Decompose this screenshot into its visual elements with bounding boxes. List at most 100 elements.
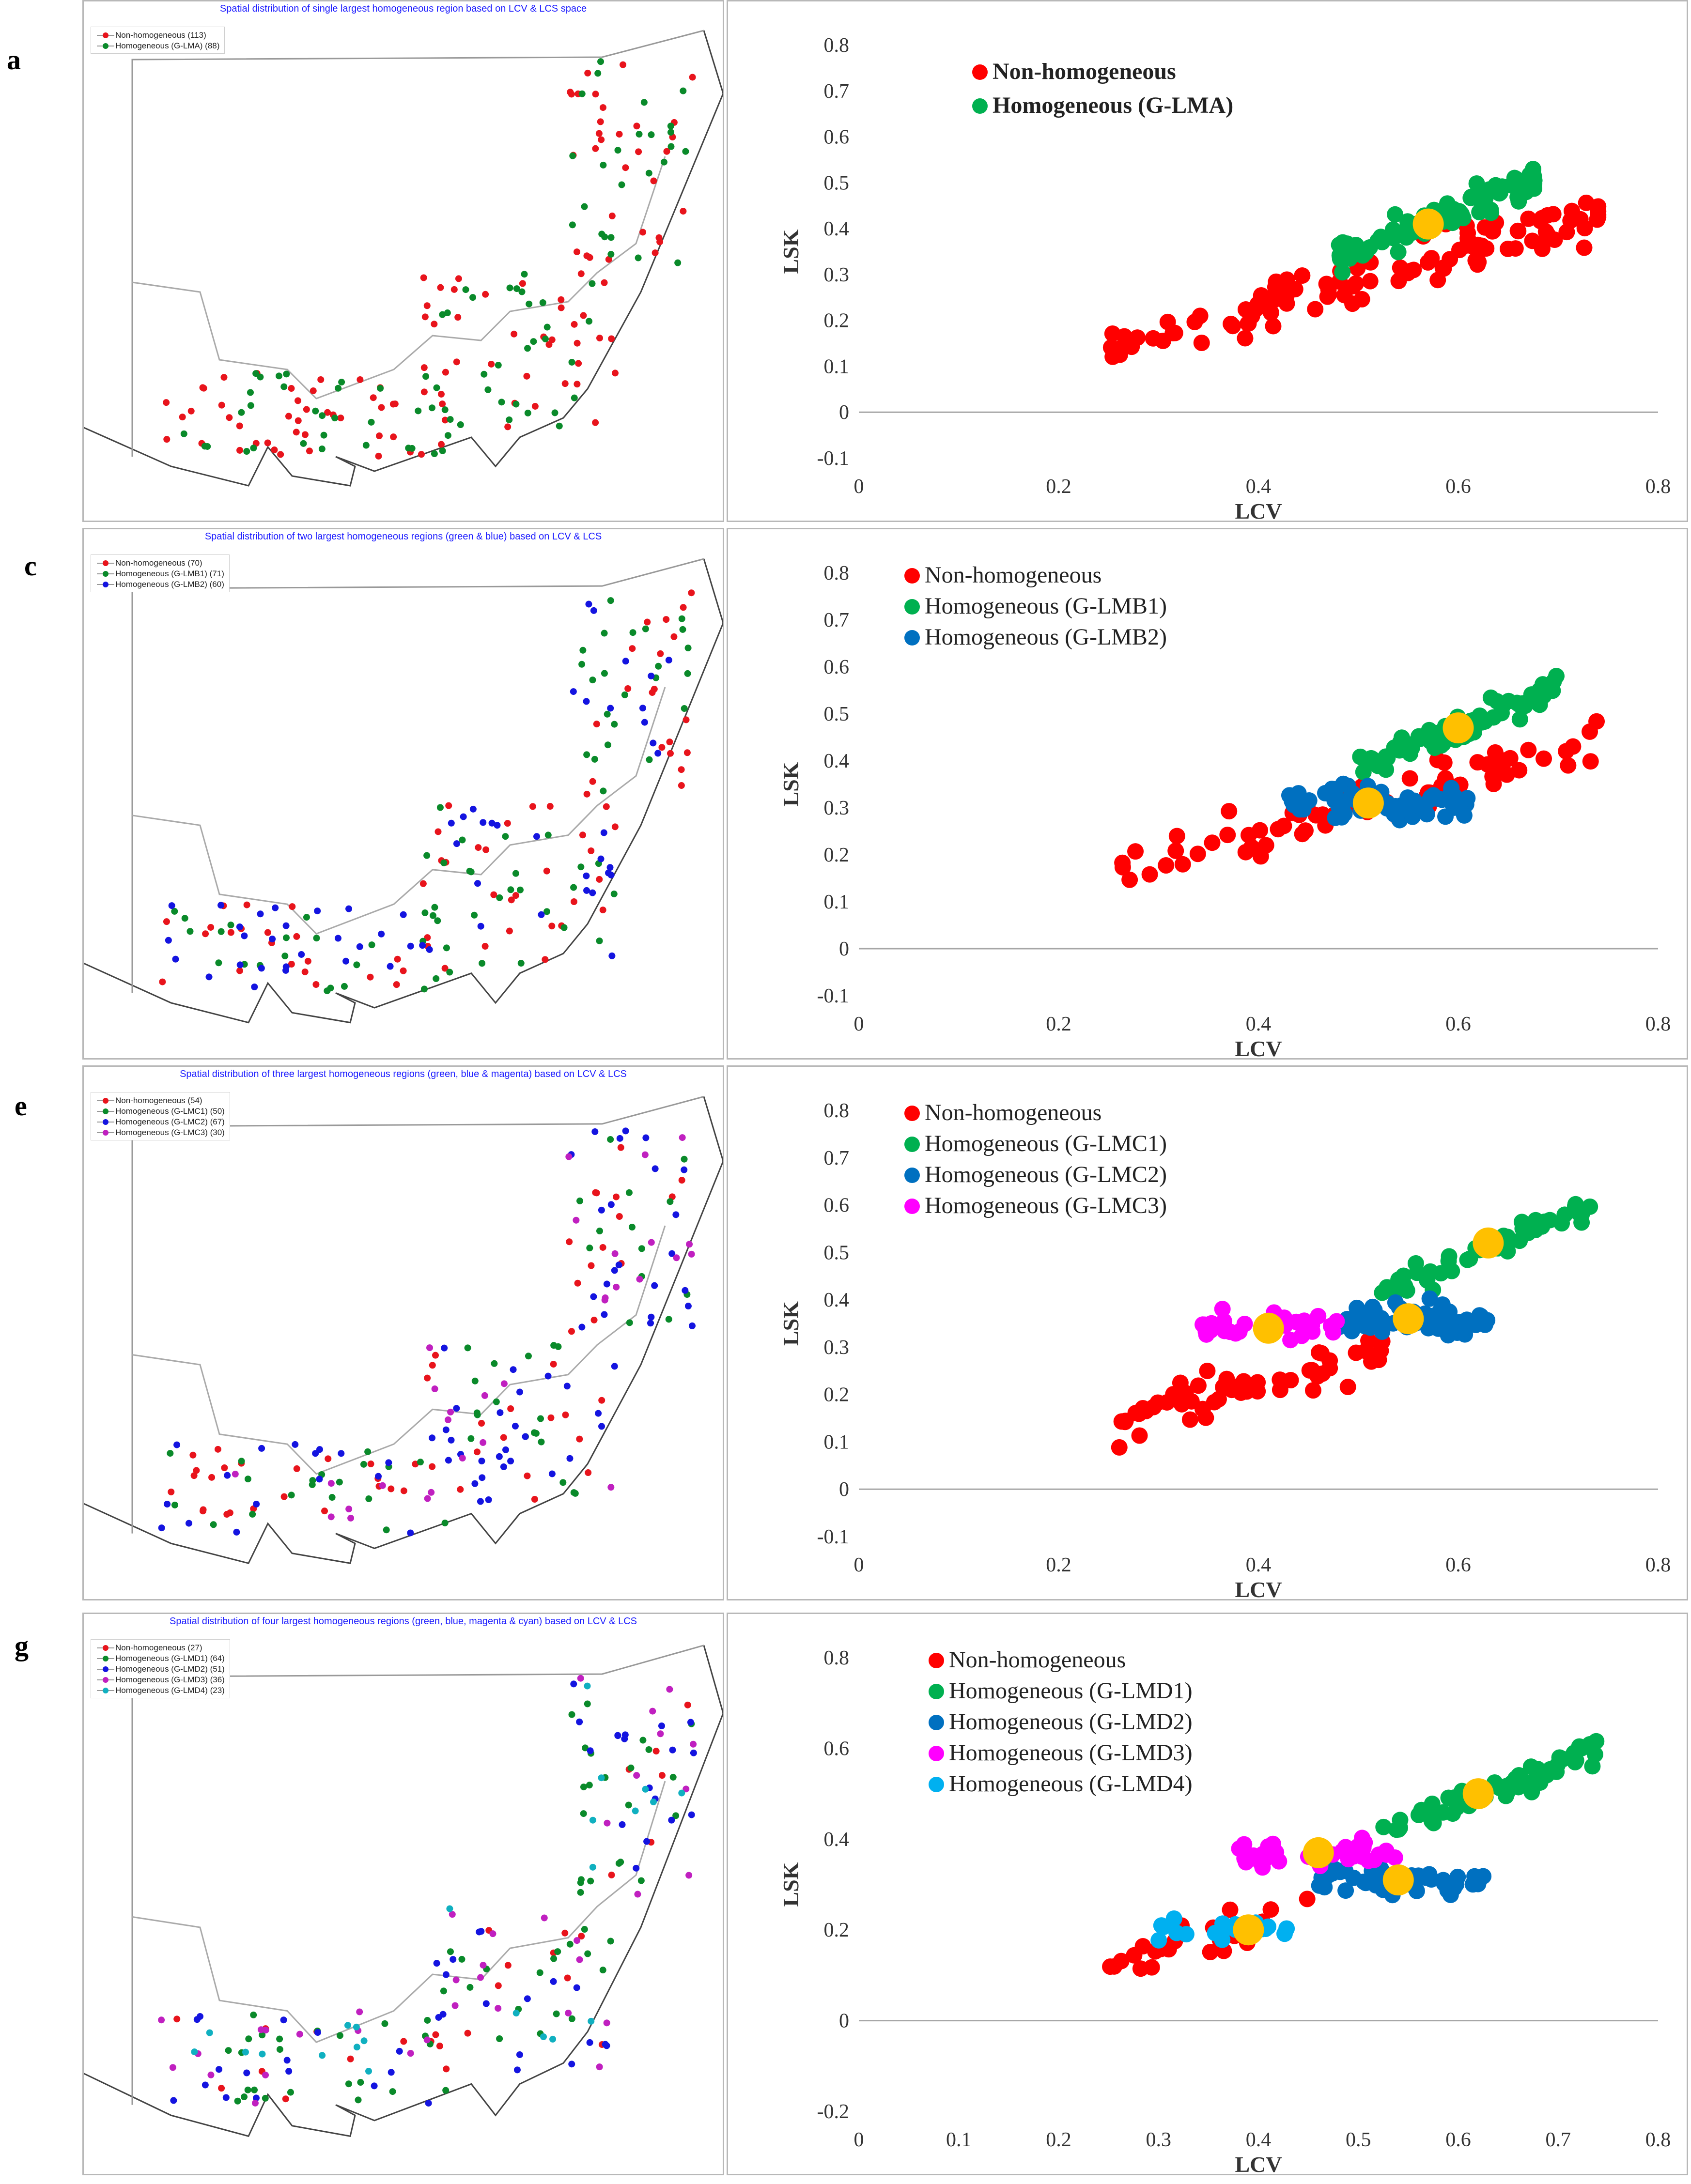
data-point (1345, 278, 1362, 295)
station-dot (202, 930, 209, 938)
data-point (1102, 339, 1119, 356)
station-dot (510, 1366, 517, 1373)
map-c (84, 558, 723, 1024)
x-axis-label: LCV (1235, 2152, 1282, 2174)
station-dot (325, 1455, 332, 1462)
state-boundary (84, 558, 723, 1024)
station-dot (391, 400, 399, 408)
data-point (1260, 1838, 1277, 1855)
station-dot (576, 1956, 583, 1963)
station-dot (635, 148, 642, 155)
station-dot (583, 887, 590, 894)
station-dot (590, 1316, 598, 1323)
station-dot (608, 212, 616, 219)
station-dot (450, 1956, 457, 1963)
station-dot (574, 381, 581, 388)
station-dot (504, 1962, 512, 1969)
station-dot (604, 710, 611, 718)
data-point (1384, 221, 1401, 238)
station-dot (688, 1250, 695, 1258)
station-dot (559, 1479, 567, 1486)
legend-label: Homogeneous (G-LMA) (88) (115, 41, 220, 50)
station-dot (488, 360, 495, 368)
station-dot (205, 973, 213, 981)
data-point (1278, 287, 1295, 304)
station-dot (491, 1360, 498, 1367)
map-legend: Non-homogeneous (54) Homogeneous (G-LMC1… (91, 1092, 230, 1140)
station-dot (674, 259, 682, 266)
station-dot (431, 321, 438, 328)
station-dot (344, 2022, 351, 2029)
station-dot (577, 1675, 584, 1682)
station-dot (185, 1520, 192, 1527)
station-dot (236, 923, 243, 930)
station-dot (327, 1513, 335, 1521)
station-dot (435, 2014, 442, 2021)
scatter-panel-b: 0.8 0.7 0.6 0.5 0.4 0.3 0.2 0.1 0 -0.1 0 0.2 0.4 0.6 0… (727, 0, 1688, 522)
legend-marker (96, 1106, 115, 1117)
data-point (1174, 856, 1191, 873)
station-dot (516, 1388, 524, 1396)
station-dot (417, 1459, 424, 1466)
station-dot (490, 891, 497, 898)
station-dot (251, 2086, 258, 2093)
station-dot (687, 1719, 694, 1726)
station-dot (590, 607, 597, 614)
data-point (1214, 1301, 1231, 1318)
data-point (1440, 1789, 1457, 1806)
data-point (1121, 871, 1138, 888)
station-dot (215, 959, 222, 967)
legend-label: Non-homogeneous (949, 1647, 1126, 1673)
station-dot (250, 2011, 257, 2018)
legend-label: Homogeneous (G-LMD3) (36) (115, 1675, 225, 1684)
y-tick-label: 0.3 (824, 264, 850, 286)
station-dot (568, 2061, 575, 2068)
station-dot (479, 960, 486, 967)
station-dot (558, 304, 565, 311)
station-dot (681, 705, 688, 712)
station-dot (288, 385, 295, 392)
y-tick-label: 0.1 (824, 1431, 850, 1453)
station-dot (238, 1458, 245, 1465)
station-dot (400, 2038, 407, 2045)
legend-label: Non-homogeneous (27) (115, 1643, 202, 1652)
station-dot (578, 1933, 585, 1940)
station-dot (574, 248, 581, 256)
station-dot (378, 930, 385, 938)
legend-label: Homogeneous (G-LMA) (993, 92, 1233, 118)
station-dot (603, 1280, 610, 1288)
station-dot (474, 1411, 481, 1418)
x-tick-label: 0.6 (1445, 1554, 1471, 1576)
station-dot (272, 904, 279, 911)
station-dot (540, 2033, 547, 2040)
data-point (1574, 1739, 1591, 1756)
station-dot (584, 69, 591, 77)
data-point (1375, 1818, 1392, 1835)
station-dot (459, 836, 466, 844)
station-dot (347, 2055, 354, 2062)
station-dot (613, 1193, 620, 1200)
station-dot (218, 401, 225, 409)
legend-label: Homogeneous (G-LMD4) (23) (115, 1686, 225, 1695)
station-dot (566, 1238, 573, 1246)
station-dot (607, 1938, 614, 1945)
data-point (1423, 1813, 1440, 1830)
station-dot (660, 158, 667, 166)
station-dot (570, 1680, 577, 1688)
legend-marker (96, 558, 115, 569)
station-dot (478, 1419, 485, 1427)
station-dot (238, 409, 245, 416)
data-point (1419, 254, 1436, 271)
station-dot (447, 1948, 454, 1955)
station-dot (607, 597, 614, 604)
station-dot (546, 803, 554, 810)
station-dot (639, 705, 646, 712)
legend-marker (904, 1199, 920, 1214)
x-tick-label: 0.6 (1445, 476, 1471, 498)
station-dot (577, 270, 585, 277)
station-dot (216, 2066, 223, 2073)
station-dot (596, 2063, 603, 2071)
station-dot (171, 1501, 178, 1508)
station-dot (500, 1434, 507, 1441)
station-dot (426, 1344, 434, 1352)
